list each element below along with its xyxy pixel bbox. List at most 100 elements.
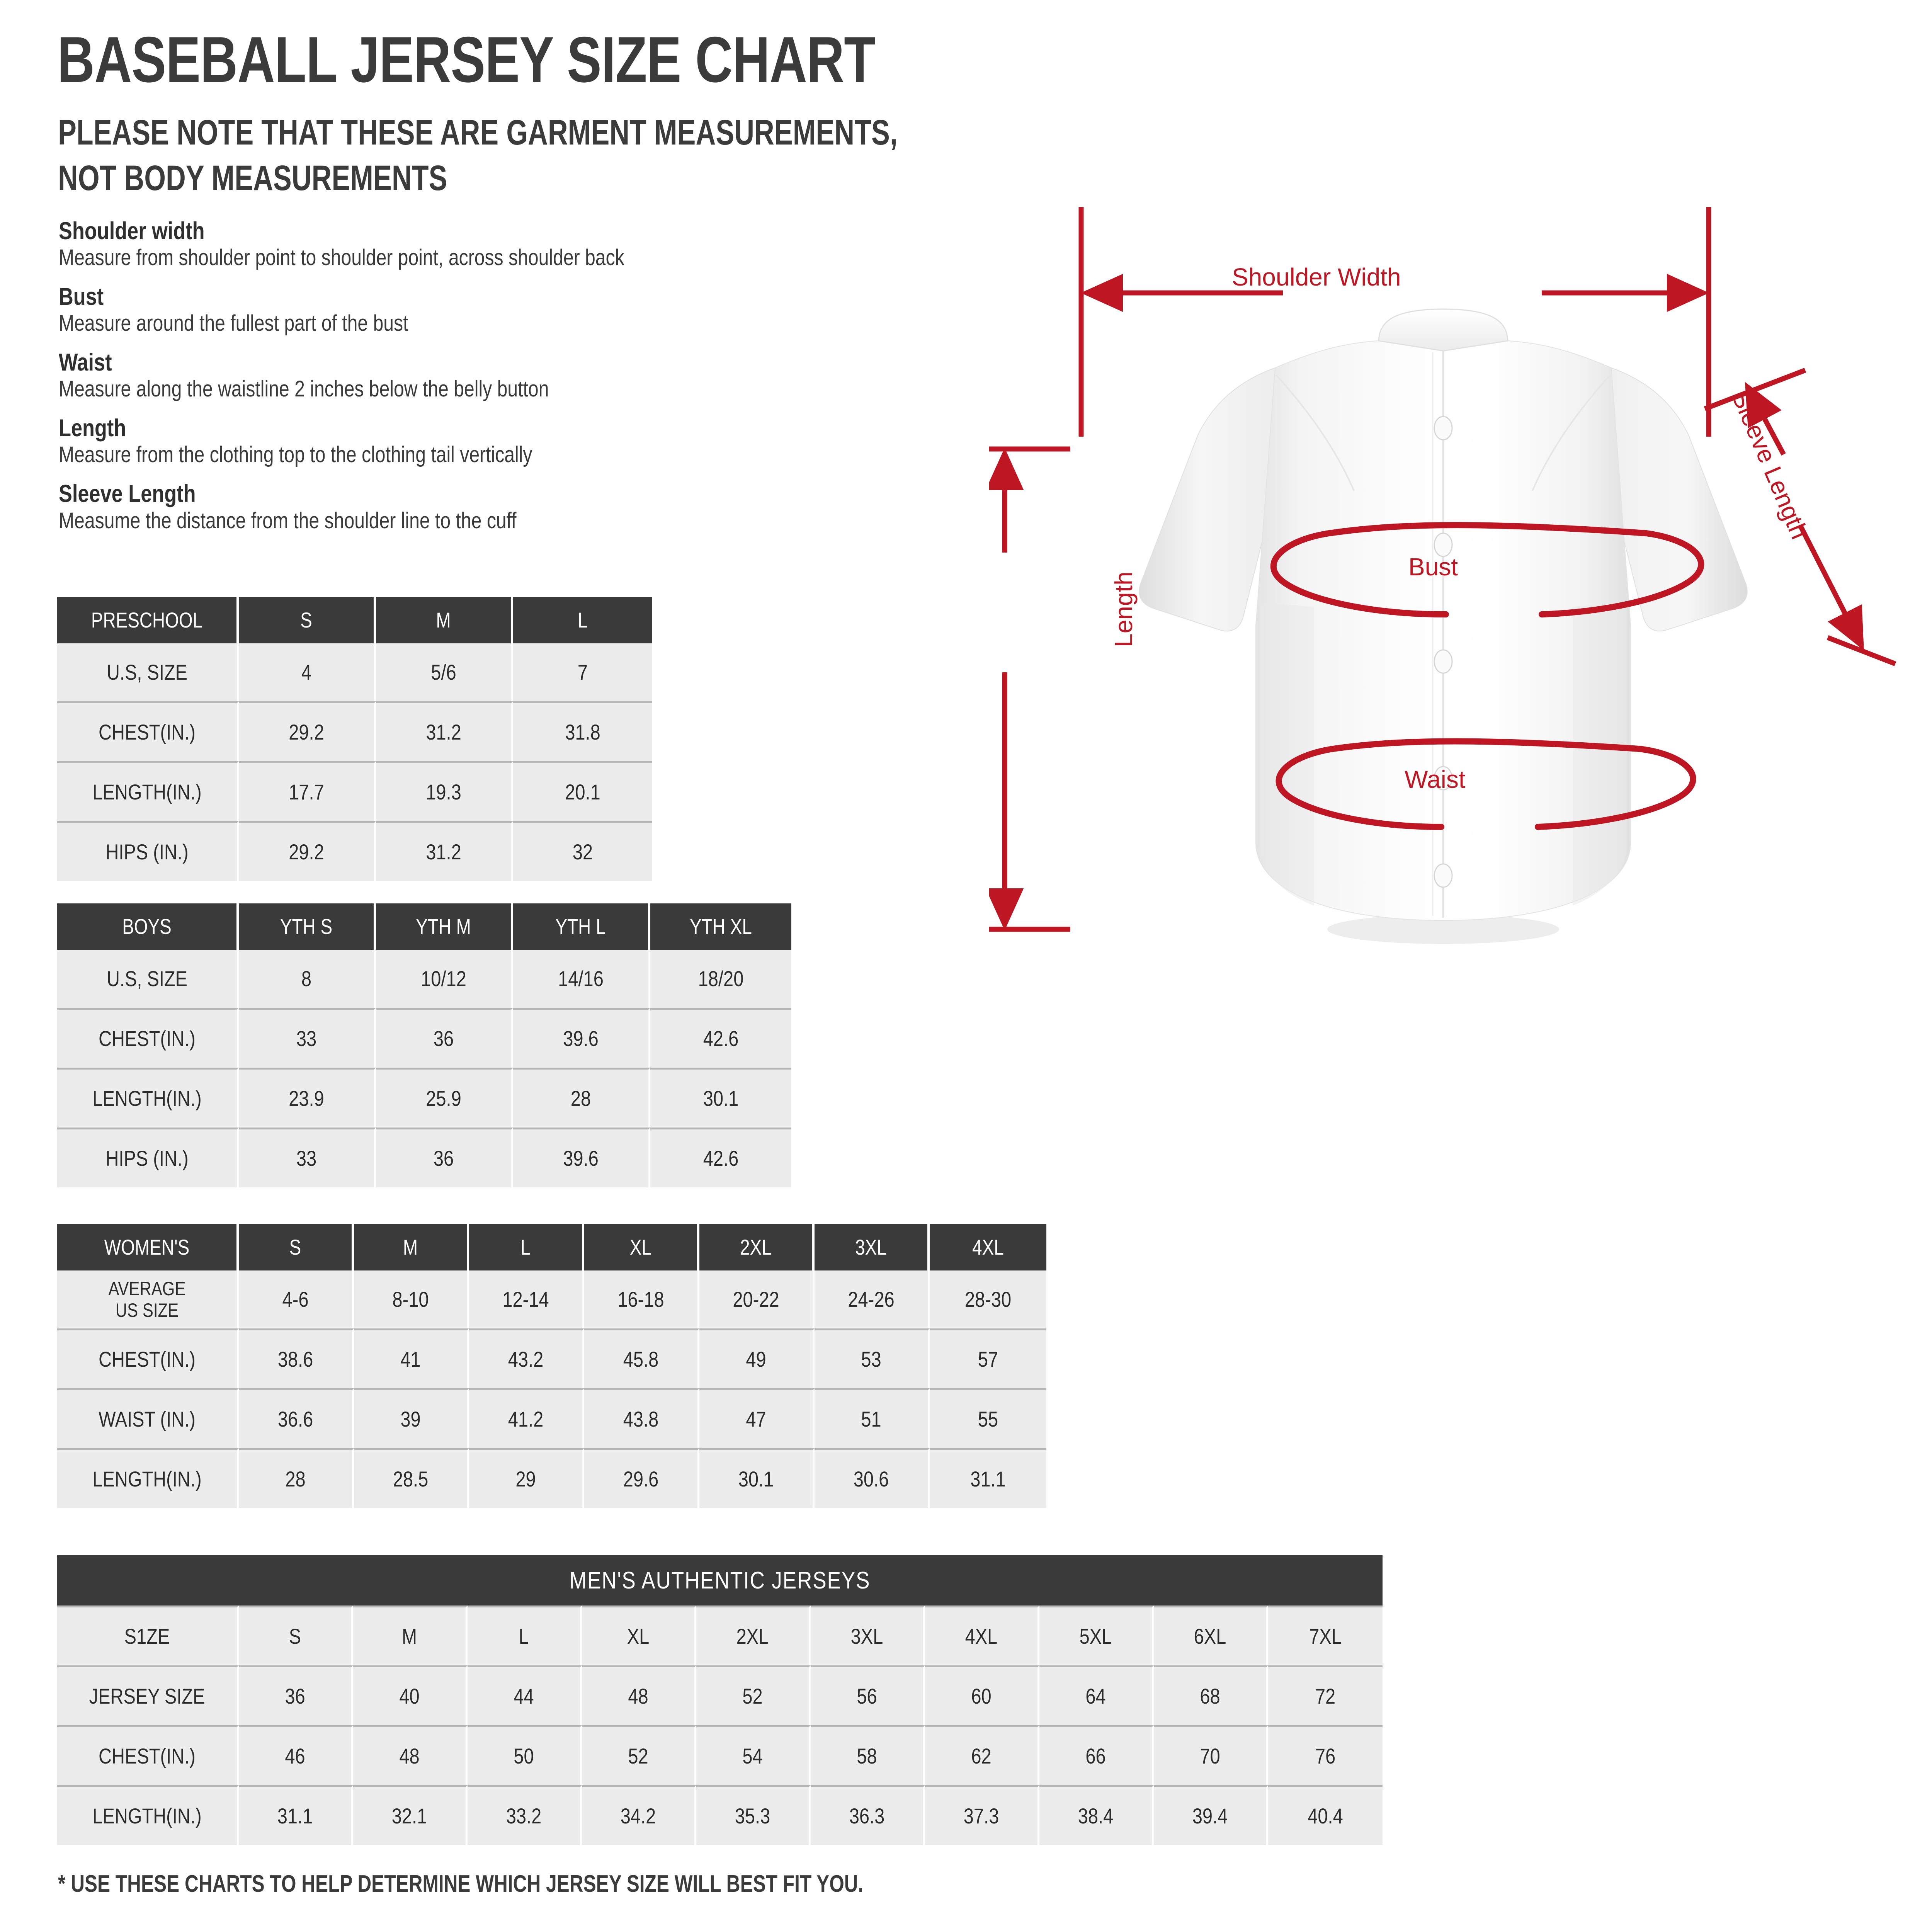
- definition-description: Measume the distance from the shoulder l…: [59, 508, 517, 533]
- table-cell: 56: [811, 1665, 925, 1725]
- definition-bust: Bust Measure around the fullest part of …: [59, 284, 1005, 336]
- table-cell: 10/12: [376, 950, 513, 1008]
- jersey-diagram: Shoulder Width Bust Waist Length Sleeve …: [989, 193, 1897, 1101]
- jersey-buttons: [1434, 416, 1453, 888]
- table-cell: 28: [239, 1448, 354, 1508]
- table-cell: 29.2: [239, 821, 376, 881]
- table-banner-title: MEN'S AUTHENTIC JERSEYS: [57, 1555, 1383, 1605]
- definition-description: Measure along the waistline 2 inches bel…: [59, 376, 549, 402]
- table-cell: 20.1: [513, 761, 652, 821]
- row-label: CHEST(IN.): [57, 1725, 239, 1785]
- table-cell: 60: [925, 1665, 1039, 1725]
- table-cell: 62: [925, 1725, 1039, 1785]
- table-cell: 43.8: [584, 1388, 699, 1448]
- table-cell: 33.2: [468, 1785, 582, 1845]
- column-header: M: [354, 1224, 469, 1270]
- table-row: LENGTH(IN.) 28 28.5 29 29.6 30.1 30.6 31…: [57, 1448, 1046, 1508]
- row-label: LENGTH(IN.): [57, 1785, 239, 1845]
- definition-length: Length Measure from the clothing top to …: [59, 415, 1005, 468]
- column-header: XL: [582, 1605, 696, 1665]
- table-cell: 76: [1268, 1725, 1383, 1785]
- length-label: Length: [1109, 571, 1138, 647]
- row-label: AVERAGE US SIZE: [57, 1270, 239, 1328]
- table-cell: 41.2: [469, 1388, 584, 1448]
- size-table-mens-authentic: MEN'S AUTHENTIC JERSEYS S1ZE S M L XL 2X…: [57, 1555, 1383, 1845]
- table-row: HIPS (IN.) 33 36 39.6 42.6: [57, 1128, 791, 1187]
- table-cell: 30.1: [650, 1068, 791, 1128]
- table-cell: 4-6: [239, 1270, 354, 1328]
- sleeve-arrow-up: [1745, 382, 1786, 456]
- bust-ellipse-top: [1326, 522, 1649, 536]
- table-cell: 41: [354, 1328, 469, 1388]
- definition-term: Length: [59, 415, 126, 442]
- table-cell: 37.3: [925, 1785, 1039, 1845]
- size-table-womens: WOMEN'S S M L XL 2XL 3XL 4XL AVERAGE US …: [57, 1224, 1046, 1508]
- table-row: JERSEY SIZE 36 40 44 48 52 56 60 64 68 7…: [57, 1665, 1383, 1725]
- row-label: CHEST(IN.): [57, 701, 239, 761]
- table-cell: 31.1: [930, 1448, 1046, 1508]
- table-row: U.S, SIZE 8 10/12 14/16 18/20: [57, 950, 791, 1008]
- definition-description: Measure from the clothing top to the clo…: [59, 442, 532, 468]
- definition-description: Measure from shoulder point to shoulder …: [59, 245, 624, 270]
- table-cell: 48: [353, 1725, 468, 1785]
- size-table-boys: BOYS YTH S YTH M YTH L YTH XL U.S, SIZE …: [57, 903, 791, 1187]
- table-cell: 42.6: [650, 1128, 791, 1187]
- table-cell: 43.2: [469, 1328, 584, 1388]
- table-header-row: PRESCHOOL S M L: [57, 597, 652, 643]
- table-cell: 29.6: [584, 1448, 699, 1508]
- column-header: WOMEN'S: [57, 1224, 239, 1270]
- table-row: CHEST(IN.) 46 48 50 52 54 58 62 66 70 76: [57, 1725, 1383, 1785]
- column-header: L: [513, 597, 652, 643]
- table-cell: 38.4: [1039, 1785, 1154, 1845]
- table-cell: 70: [1154, 1725, 1268, 1785]
- table-cell: 33: [239, 1008, 376, 1068]
- column-header: YTH L: [513, 903, 650, 950]
- table-cell: 31.2: [376, 701, 513, 761]
- waist-ellipse-top: [1330, 738, 1642, 752]
- table-cell: 47: [699, 1388, 815, 1448]
- table-cell: 18/20: [650, 950, 791, 1008]
- column-header: 4XL: [925, 1605, 1039, 1665]
- column-header: PRESCHOOL: [57, 597, 239, 643]
- table-cell: 52: [696, 1665, 811, 1725]
- row-label: JERSEY SIZE: [57, 1665, 239, 1725]
- table-row: CHEST(IN.) 38.6 41 43.2 45.8 49 53 57: [57, 1328, 1046, 1388]
- column-header: S: [239, 1605, 353, 1665]
- column-header: YTH M: [376, 903, 513, 950]
- table-row: CHEST(IN.) 29.2 31.2 31.8: [57, 701, 652, 761]
- table-cell: 35.3: [696, 1785, 811, 1845]
- table-cell: 23.9: [239, 1068, 376, 1128]
- table-cell: 19.3: [376, 761, 513, 821]
- table-cell: 28.5: [354, 1448, 469, 1508]
- definition-term: Bust: [59, 283, 104, 311]
- definition-sleeve-length: Sleeve Length Measume the distance from …: [59, 481, 1005, 533]
- table-cell: 31.1: [239, 1785, 353, 1845]
- column-header: L: [468, 1605, 582, 1665]
- measurement-annotations: [989, 207, 1896, 932]
- column-header: 2XL: [699, 1224, 815, 1270]
- sleeve-arrow-down: [1798, 525, 1864, 651]
- column-header: 6XL: [1154, 1605, 1268, 1665]
- table-cell: 39: [354, 1388, 469, 1448]
- table-row: CHEST(IN.) 33 36 39.6 42.6: [57, 1008, 791, 1068]
- table-header-row: S1ZE S M L XL 2XL 3XL 4XL 5XL 6XL 7XL: [57, 1605, 1383, 1665]
- table-cell: 36: [376, 1008, 513, 1068]
- table-cell: 46: [239, 1725, 353, 1785]
- definition-term: Shoulder width: [59, 218, 205, 245]
- table-cell: 17.7: [239, 761, 376, 821]
- column-header: M: [353, 1605, 468, 1665]
- column-header: S: [239, 597, 376, 643]
- table-cell: 48: [582, 1665, 696, 1725]
- table-cell: 34.2: [582, 1785, 696, 1845]
- table-cell: 36: [376, 1128, 513, 1187]
- table-cell: 32: [513, 821, 652, 881]
- table-cell: 66: [1039, 1725, 1154, 1785]
- table-row: LENGTH(IN.) 31.1 32.1 33.2 34.2 35.3 36.…: [57, 1785, 1383, 1845]
- column-header: L: [469, 1224, 584, 1270]
- table-cell: 31.2: [376, 821, 513, 881]
- table-cell: 53: [815, 1328, 930, 1388]
- bust-ellipse-left: [1270, 530, 1449, 617]
- table-banner-row: MEN'S AUTHENTIC JERSEYS: [57, 1555, 1383, 1605]
- table-row: LENGTH(IN.) 23.9 25.9 28 30.1: [57, 1068, 791, 1128]
- definition-description: Measure around the fullest part of the b…: [59, 311, 408, 336]
